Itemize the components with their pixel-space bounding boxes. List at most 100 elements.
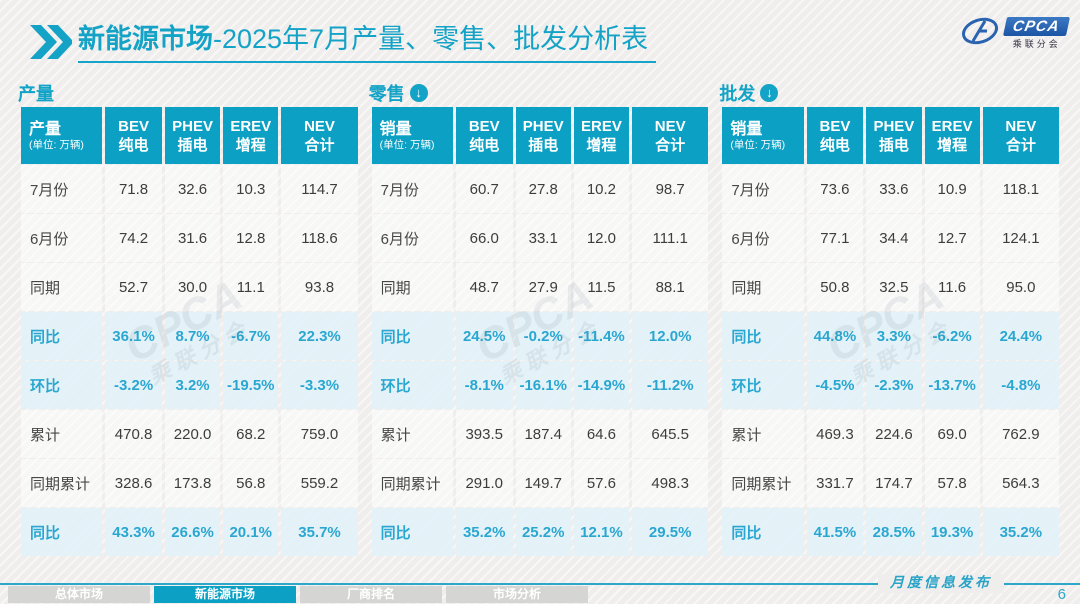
table-cell: 56.8	[223, 459, 279, 507]
table-cell: 35.2%	[982, 508, 1060, 556]
table-cell: 26.6%	[164, 508, 221, 556]
header-line2: 合计	[1005, 136, 1036, 154]
header-line1: EREV	[230, 117, 272, 135]
table-cell: 762.9	[982, 410, 1060, 458]
table-header-row: 销量 (单位: 万辆) BEV 纯电 PHEV 插电 EREV 增程 NEV 合计	[722, 107, 1060, 164]
table-cell: 24.5%	[455, 312, 513, 360]
table-cell: 32.5	[866, 263, 922, 311]
table-cell: 57.6	[573, 459, 630, 507]
row-label: 同期	[371, 263, 453, 311]
table-cell: 95.0	[982, 263, 1060, 311]
table-cell: 12.1%	[573, 508, 630, 556]
page-title-rest: -2025年7月产量、零售、批发分析表	[213, 24, 649, 54]
table-row: 同比 36.1% 8.7% -6.7% 22.3%	[21, 312, 358, 360]
header-line2: 插电	[177, 136, 208, 154]
header-line2: 合计	[304, 136, 335, 154]
row-label: 同期	[21, 263, 103, 311]
table-cell: 11.1	[223, 263, 279, 311]
cpca-logo-text: CPCA	[1003, 16, 1071, 36]
footer-divider	[0, 583, 1080, 585]
table-row: 6月份 77.1 34.4 12.7 124.1	[722, 214, 1060, 262]
table-section-retail: 零售↓CPCA乘联分会销量(单位: 万辆)BEV纯电PHEV插电EREV增程NE…	[369, 80, 712, 557]
table-cell: 35.2%	[455, 508, 513, 556]
page-title-highlight: 新能源市场	[78, 24, 213, 54]
header-line1: PHEV	[873, 117, 915, 135]
table-row: 同期 52.7 30.0 11.1 93.8	[21, 263, 358, 311]
table-row: 7月份 60.7 27.8 10.2 98.7	[371, 165, 709, 213]
double-chevron-icon	[30, 25, 72, 59]
table-cell: -4.8%	[982, 361, 1060, 409]
cpca-logo-subtext: 乘联分会	[1012, 38, 1061, 49]
header-line2: 合计	[655, 136, 686, 154]
row-label: 累计	[371, 410, 453, 458]
header-line1: NEV	[654, 117, 686, 135]
table-cell: 291.0	[455, 459, 513, 507]
table-cell: 12.7	[924, 214, 980, 262]
page-title: 新能源市场-2025年7月产量、零售、批发分析表	[78, 22, 657, 63]
footer-tab-厂商排名[interactable]: 厂商排名	[300, 586, 442, 603]
footer-tab-新能源市场[interactable]: 新能源市场	[154, 586, 296, 603]
table-cell: 10.3	[223, 165, 279, 213]
row-label: 6月份	[21, 214, 103, 262]
table-cell: 28.5%	[866, 508, 922, 556]
table-cell: -16.1%	[515, 361, 571, 409]
tables-container: 产量CPCA乘联分会产量(单位: 万辆)BEV纯电PHEV插电EREV增程NEV…	[18, 80, 1062, 557]
table-row: 环比 -8.1% -16.1% -14.9% -11.2%	[371, 361, 709, 409]
header-unit: (单位: 万辆)	[29, 138, 84, 151]
data-table-retail: 销量 (单位: 万辆) BEV 纯电 PHEV 插电 EREV 增程 NEV 合计 7月份 60.7 2…	[369, 106, 712, 557]
table-cell: 88.1	[632, 263, 709, 311]
table-cell: 328.6	[105, 459, 162, 507]
table-cell: 10.2	[573, 165, 630, 213]
section-label-wholesale: 批发 ↓	[719, 80, 1062, 106]
footer-tab-市场分析[interactable]: 市场分析	[446, 586, 588, 603]
table-cell: -2.3%	[866, 361, 922, 409]
table-cell: 74.2	[105, 214, 162, 262]
table-cell: 30.0	[164, 263, 221, 311]
table-cell: 41.5%	[806, 508, 864, 556]
table-cell: 759.0	[281, 410, 358, 458]
header-line2: 纯电	[819, 136, 850, 154]
table-cell: 111.1	[632, 214, 709, 262]
table-row: 同比 35.2% 25.2% 12.1% 29.5%	[371, 508, 709, 556]
table-cell: 68.2	[223, 410, 279, 458]
header-line1: EREV	[931, 117, 973, 135]
header-line2: 纯电	[469, 136, 500, 154]
table-row: 累计 470.8 220.0 68.2 759.0	[21, 410, 358, 458]
table-cell: 173.8	[164, 459, 221, 507]
table-cell: -19.5%	[223, 361, 279, 409]
table-cell: 29.5%	[632, 508, 709, 556]
row-label: 同期	[722, 263, 804, 311]
header-cell-unit: 产量 (单位: 万辆)	[21, 107, 103, 164]
table-cell: 31.6	[164, 214, 221, 262]
header-line1: PHEV	[172, 117, 213, 135]
header-line1: NEV	[304, 117, 335, 135]
table-cell: -8.1%	[455, 361, 513, 409]
table-row: 同期累计 331.7 174.7 57.8 564.3	[722, 459, 1060, 507]
table-row: 同比 44.8% 3.3% -6.2% 24.4%	[722, 312, 1060, 360]
row-label: 6月份	[371, 214, 453, 262]
table-cell: 12.8	[223, 214, 279, 262]
table-cell: 8.7%	[164, 312, 221, 360]
header-cell-phev: PHEV 插电	[515, 107, 571, 164]
table-section-wholesale: 批发↓CPCA乘联分会销量(单位: 万辆)BEV纯电PHEV插电EREV增程NE…	[719, 80, 1062, 557]
table-wrap: CPCA乘联分会销量(单位: 万辆)BEV纯电PHEV插电EREV增程NEV合计…	[719, 106, 1062, 557]
row-label: 同比	[722, 312, 804, 360]
header-cell-erev: EREV 增程	[223, 107, 279, 164]
table-cell: 66.0	[455, 214, 513, 262]
row-label: 同期累计	[21, 459, 103, 507]
header-title: 销量	[379, 120, 412, 138]
table-cell: 20.1%	[223, 508, 279, 556]
table-cell: 36.1%	[105, 312, 162, 360]
header-line1: BEV	[118, 117, 149, 135]
table-row: 同期 48.7 27.9 11.5 88.1	[371, 263, 709, 311]
table-row: 同比 43.3% 26.6% 20.1% 35.7%	[21, 508, 358, 556]
header-cell-unit: 销量 (单位: 万辆)	[371, 107, 453, 164]
header-cell-phev: PHEV 插电	[164, 107, 221, 164]
header-cell-erev: EREV 增程	[924, 107, 980, 164]
row-label: 7月份	[371, 165, 453, 213]
cpca-logo: CPCA 乘联分会	[959, 16, 1071, 50]
table-wrap: CPCA乘联分会销量(单位: 万辆)BEV纯电PHEV插电EREV增程NEV合计…	[369, 106, 712, 557]
table-cell: 12.0	[573, 214, 630, 262]
footer-tab-总体市场[interactable]: 总体市场	[8, 586, 150, 603]
section-label-retail: 零售 ↓	[369, 80, 712, 106]
